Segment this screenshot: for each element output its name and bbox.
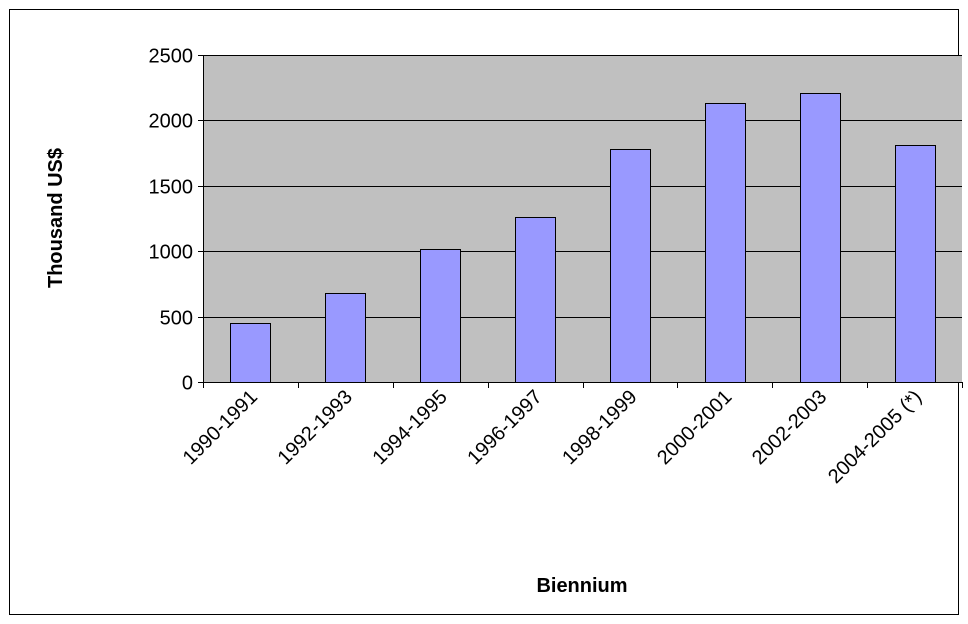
y-tick-label: 2000 (149, 111, 194, 133)
bar (420, 249, 461, 383)
y-tick-labels: 0 500 1000 1500 2000 2500 (149, 46, 194, 395)
x-axis-title: Biennium (536, 575, 627, 597)
y-tick-label: 1500 (149, 177, 194, 199)
plot-area (203, 55, 962, 382)
y-axis-title: Thousand US$ (45, 148, 67, 288)
y-tick-label: 0 (182, 373, 193, 395)
y-tick-label: 1000 (149, 242, 194, 264)
bar (230, 323, 271, 383)
axes (198, 55, 963, 388)
bar (895, 145, 936, 383)
bar (610, 149, 651, 383)
y-tick-label: 2500 (149, 46, 194, 68)
bar (800, 93, 841, 383)
bar (705, 103, 746, 383)
y-tick-label: 500 (160, 308, 193, 330)
bars (230, 93, 936, 383)
bar (325, 293, 366, 383)
bar (515, 217, 556, 383)
